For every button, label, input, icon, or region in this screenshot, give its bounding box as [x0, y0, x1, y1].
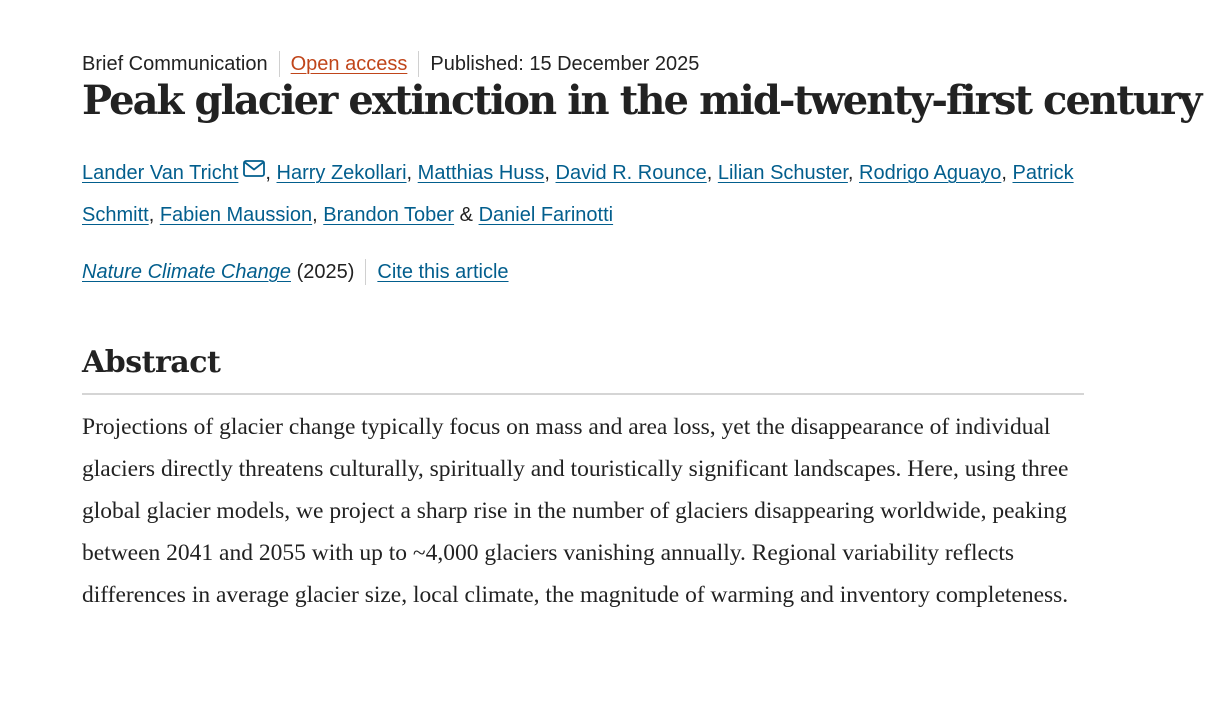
author-link[interactable]: David R. Rounce	[555, 162, 707, 184]
author-list: Lander Van Tricht, Harry Zekollari, Matt…	[82, 152, 1092, 236]
cite-article-link[interactable]: Cite this article	[377, 260, 509, 283]
author-link[interactable]: Rodrigo Aguayo	[859, 162, 1002, 184]
meta-divider	[278, 50, 280, 77]
author-separator: ,	[544, 162, 550, 184]
author-separator-and: &	[459, 204, 473, 226]
author-link[interactable]: Harry Zekollari	[276, 162, 407, 184]
mail-icon[interactable]	[243, 160, 266, 177]
author-separator: ,	[847, 162, 854, 184]
author-link[interactable]: Patrick Schmitt	[82, 162, 1074, 226]
abstract-divider	[82, 393, 1084, 395]
abstract-text: Projections of glacier change typically …	[82, 414, 1069, 608]
author-link[interactable]: Daniel Farinotti	[478, 204, 614, 226]
article-title: Peak glacier extinction in the mid-twent…	[82, 77, 1202, 124]
citation-line: Nature Climate Change (2025) Cite this ar…	[82, 257, 509, 286]
meta-divider	[418, 50, 420, 77]
author-separator: ,	[406, 162, 413, 184]
abstract-heading: Abstract	[82, 345, 221, 380]
author-link[interactable]: Lilian Schuster	[717, 162, 848, 184]
author-link[interactable]: Lander Van Tricht	[82, 162, 239, 184]
journal-link[interactable]: Nature Climate Change	[82, 260, 291, 283]
author-separator: ,	[1001, 162, 1007, 184]
author-link[interactable]: Fabien Maussion	[159, 204, 313, 226]
published-date: Published: 15 December 2025	[430, 52, 700, 75]
citation-divider	[365, 258, 367, 285]
author-separator: ,	[265, 162, 271, 184]
open-access-link[interactable]: Open access	[290, 52, 408, 75]
author-separator: ,	[312, 204, 318, 226]
author-link[interactable]: Matthias Huss	[417, 162, 545, 184]
article-type: Brief Communication	[82, 52, 268, 75]
author-separator: ,	[706, 162, 713, 184]
publication-year: (2025)	[296, 260, 355, 283]
author-separator: ,	[148, 204, 155, 226]
author-link[interactable]: Brandon Tober	[323, 204, 455, 226]
article-meta: Brief Communication Open access Published:…	[82, 49, 699, 78]
